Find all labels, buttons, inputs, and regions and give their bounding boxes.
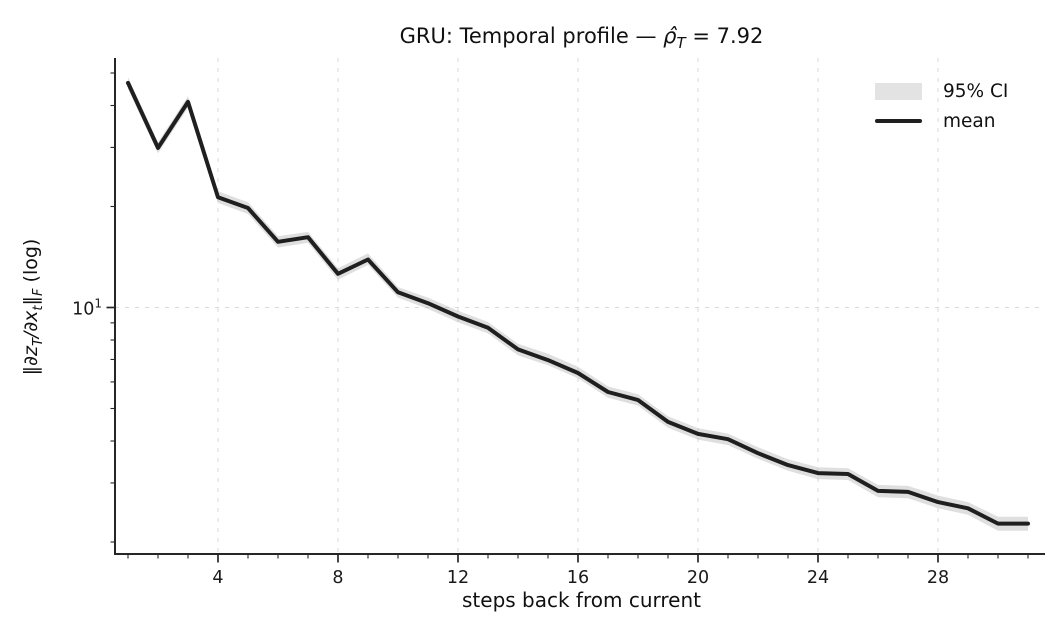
legend-entry-mean: mean	[875, 106, 1008, 136]
x-tick-labels: 4 8 12 16 20 24 28	[212, 568, 949, 588]
chart-title: GRU: Temporal profile — ρ̂T = 7.92	[115, 24, 1048, 52]
ylabel-sub: F	[30, 288, 46, 296]
ylabel-part: ‖	[20, 295, 43, 306]
x-tick-label: 28	[927, 568, 949, 588]
y-axis-ticks	[106, 72, 115, 543]
legend-label: 95% CI	[943, 80, 1009, 102]
x-tick-label: 24	[807, 568, 829, 588]
legend-entry-ci: 95% CI	[875, 76, 1008, 106]
x-tick-label: 20	[687, 568, 709, 588]
y-axis-label: ‖∂zT/∂xt‖F (log)	[20, 239, 46, 376]
axis-spines	[114, 58, 1045, 555]
title-value: = 7.92	[685, 24, 764, 48]
ci-patch-swatch	[875, 82, 922, 100]
ylabel-sub: T	[30, 338, 46, 347]
legend: 95% CI mean	[875, 76, 1008, 136]
ylabel-part: ‖∂z	[20, 346, 43, 376]
ylabel-part: (log)	[20, 238, 43, 289]
ylabel-part: /∂x	[20, 310, 43, 339]
title-rho-hat: ρ̂	[663, 24, 677, 48]
ci-band	[128, 77, 1028, 531]
title-text: GRU: Temporal profile —	[399, 24, 664, 48]
y-tick-base: 10	[72, 299, 95, 320]
title-sub: T	[676, 34, 686, 53]
mean-line	[126, 80, 1030, 526]
y-tick-exponent: 1	[94, 296, 102, 311]
x-tick-label: 12	[447, 568, 469, 588]
x-axis-ticks	[127, 554, 1029, 563]
y-tick-label: 101	[72, 297, 102, 320]
x-axis-label: steps back from current	[462, 588, 701, 612]
legend-label: mean	[943, 110, 996, 132]
mean-line-swatch	[875, 118, 922, 124]
ylabel-sub: t	[30, 305, 46, 311]
x-tick-label: 4	[212, 568, 223, 588]
x-tick-label: 8	[332, 568, 343, 588]
x-tick-label: 16	[567, 568, 589, 588]
